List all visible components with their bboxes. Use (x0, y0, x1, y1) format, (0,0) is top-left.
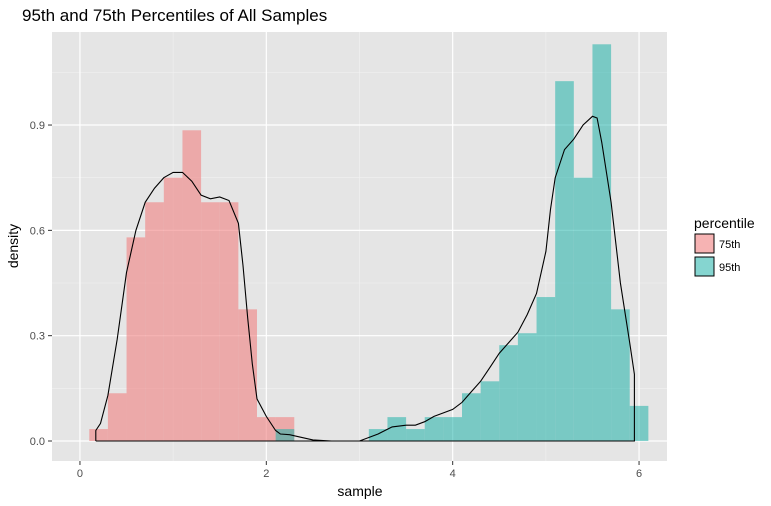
legend-label-95th: 95th (719, 262, 740, 274)
histogram-bar-75th (163, 177, 183, 441)
histogram-bar-75th (257, 417, 276, 441)
density-curve (95, 115, 635, 442)
histogram-bar-95th (480, 381, 500, 441)
histogram-bar-95th (611, 309, 630, 441)
histogram-bar-95th (443, 417, 462, 441)
y-tick-label: 0.6 (30, 225, 45, 237)
plot-panel (52, 32, 667, 461)
histogram-bar-75th (89, 429, 108, 441)
histogram-bar-95th (424, 417, 444, 441)
histogram-bar-95th (573, 177, 593, 441)
histogram-bar-95th (517, 333, 537, 441)
histogram-bar-75th (145, 202, 164, 441)
histogram-bar-95th (592, 44, 612, 441)
histogram-bar-95th (555, 81, 574, 441)
histogram-bar-95th (462, 393, 481, 441)
histogram-bar-95th (275, 429, 295, 441)
histogram-bar-95th (499, 345, 518, 441)
y-tick-label: 0.9 (30, 120, 45, 132)
histogram-bar-75th (107, 393, 127, 441)
x-axis-title: sample (337, 483, 382, 499)
histogram-bar-95th (629, 405, 649, 441)
histogram-bar-95th (387, 417, 407, 441)
x-tick-label: 4 (450, 468, 456, 480)
histogram-bar-95th (536, 297, 556, 441)
legend: percentile 75th 95th (694, 215, 755, 277)
y-tick-label: 0.0 (30, 436, 45, 448)
legend-label-75th: 75th (719, 239, 740, 251)
y-axis: 0.0 0.3 0.6 0.9 (30, 120, 52, 448)
histogram-bar-95th (368, 429, 388, 441)
legend-key-75th (694, 233, 715, 254)
x-axis: 0 2 4 6 (77, 461, 642, 480)
legend-key-95th (694, 256, 715, 277)
histogram-bar-75th (219, 202, 239, 441)
y-tick-label: 0.3 (30, 331, 45, 343)
histogram-bar-95th (406, 429, 425, 441)
x-tick-label: 0 (77, 468, 83, 480)
y-axis-title: density (5, 224, 21, 268)
x-tick-label: 6 (636, 468, 642, 480)
chart-title: 95th and 75th Percentiles of All Samples (22, 6, 327, 25)
histogram-bar-75th (238, 309, 257, 441)
legend-title: percentile (694, 215, 755, 231)
histogram-bar-75th (182, 130, 202, 441)
histogram-bar-75th (201, 202, 220, 441)
x-tick-label: 2 (263, 468, 269, 480)
histogram-bar-75th (126, 237, 146, 441)
